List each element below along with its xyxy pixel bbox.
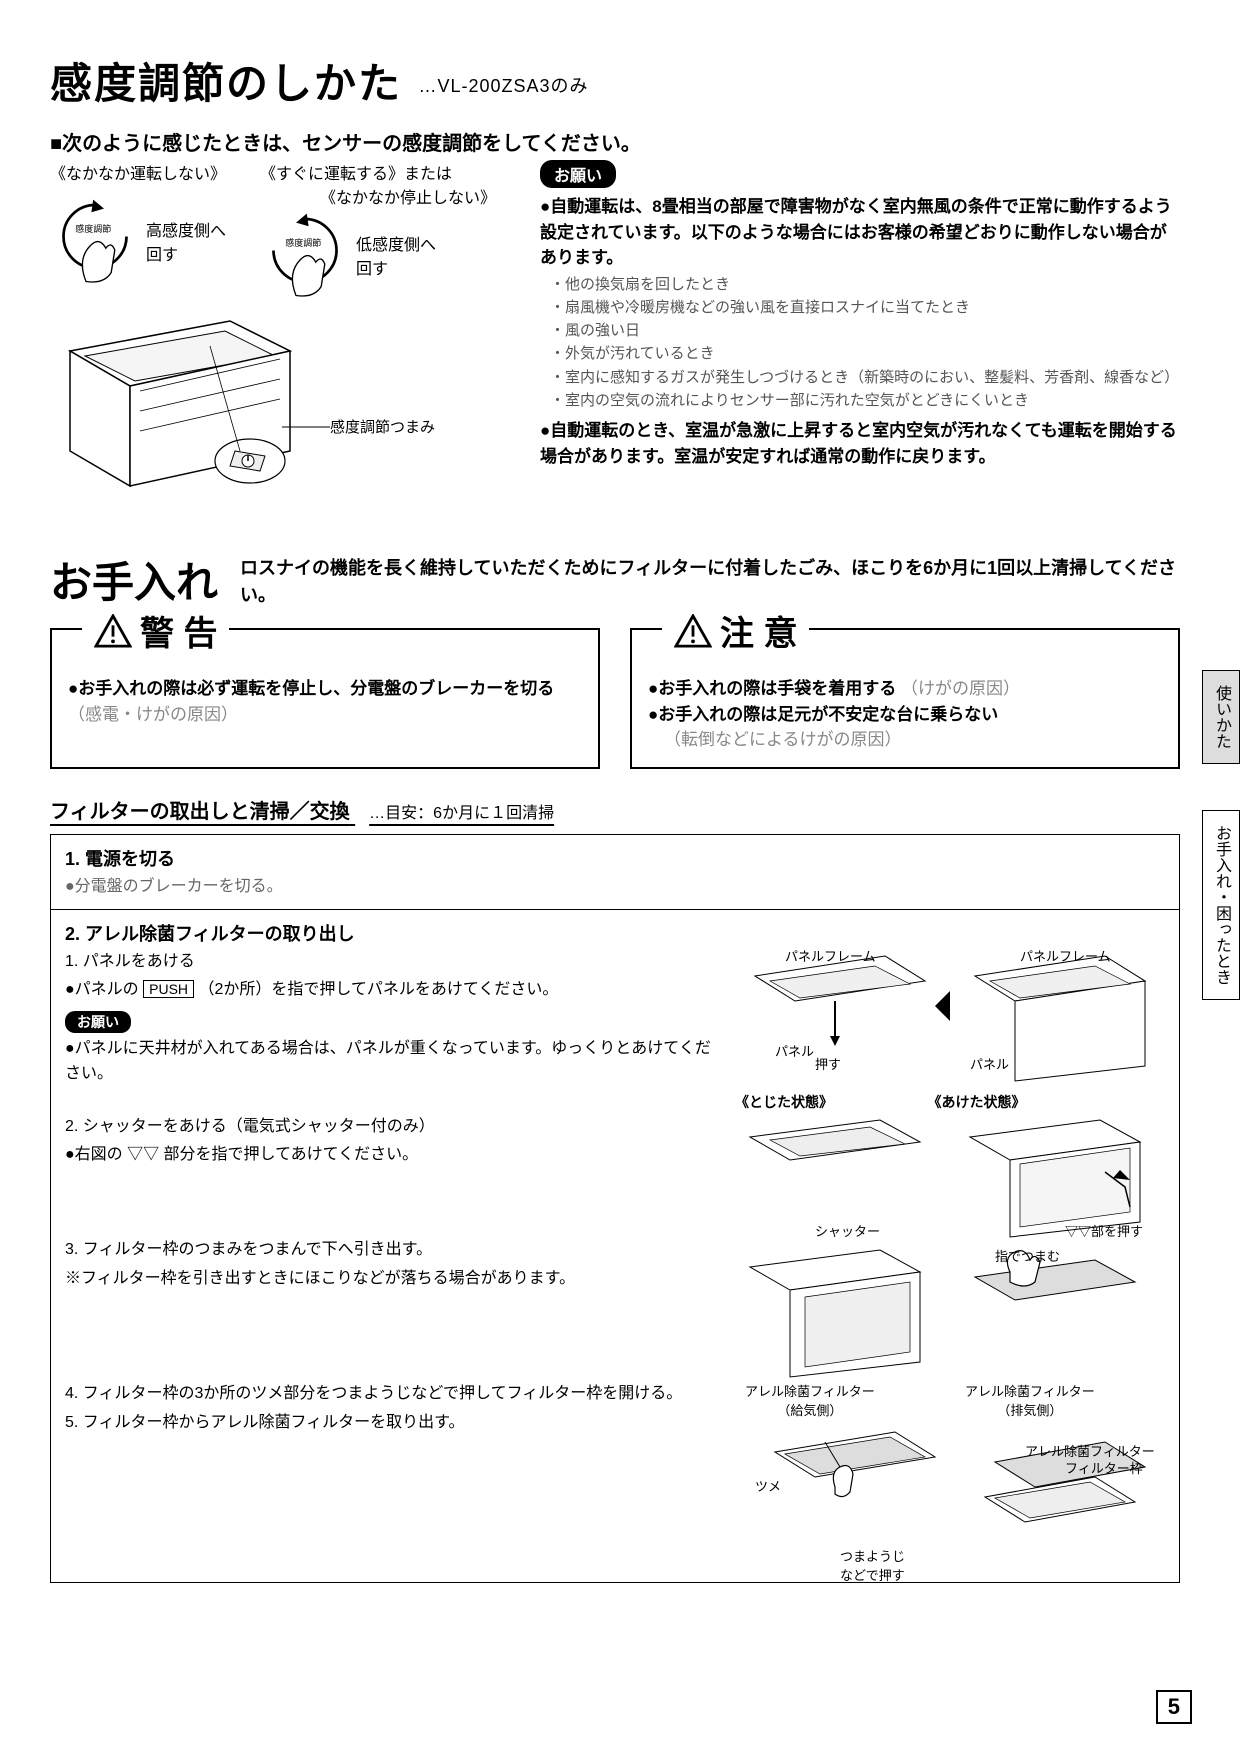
step2-s2: 2. シャッターをあける（電気式シャッター付のみ） xyxy=(65,1115,723,1140)
lbl-closed: 《とじた状態》 xyxy=(735,1094,833,1110)
section1-lead: 次のように感じたときは、センサーの感度調節をしてください。 xyxy=(50,127,1180,156)
lbl-filter-exhaust: アレル除菌フィルター （排気側） xyxy=(965,1381,1095,1419)
lbl-pinch: 指でつまむ xyxy=(995,1246,1060,1265)
caution2-bold: ●お手入れの際は足元が不安定な台に乗らない xyxy=(648,705,998,724)
svg-text:感度調節: 感度調節 xyxy=(285,237,321,248)
section2-title: お手入れ xyxy=(50,549,218,610)
filter-sub: …目安：6か月に１回清掃 xyxy=(369,805,554,822)
cond-b1: 《すぐに運転する》または xyxy=(260,160,510,184)
notice1-list-item: 室内に感知するガスが発生しつづけるとき（新築時のにおい、整髪料、芳香剤、線香など… xyxy=(550,366,1180,389)
notice1-list-item: 室内の空気の流れによりセンサー部に汚れた空気がとどきにくいとき xyxy=(550,389,1180,412)
diagram-panel-open xyxy=(735,946,1165,1086)
page-number: 5 xyxy=(1156,1690,1192,1724)
cond-a: 《なかなか運転しない》 xyxy=(50,160,260,184)
lbl-tab: ツメ xyxy=(755,1476,781,1495)
lbl-filter-supply: アレル除菌フィルター （給気側） xyxy=(745,1381,875,1419)
action-a: 高感度側へ 回す xyxy=(146,217,226,265)
device-diagram xyxy=(50,306,310,506)
step2-s4: 4. フィルター枠の3か所のツメ部分をつまようじなどで押してフィルター枠を開ける… xyxy=(65,1382,723,1407)
notice1-list: 他の換気扇を回したとき扇風機や冷暖房機などの強い風を直接ロスナイに当てたとき風の… xyxy=(540,273,1180,413)
lbl-panel2: パネル xyxy=(970,1054,1009,1073)
filter-head: フィルターの取出しと清掃／交換 xyxy=(50,801,350,823)
warn-gray: （感電・けがの原因） xyxy=(68,705,238,724)
notice1-list-item: 風の強い日 xyxy=(550,319,1180,342)
step2-s5: 5. フィルター枠からアレル除菌フィルターを取り出す。 xyxy=(65,1411,723,1436)
hand-cw-icon: 感度調節 xyxy=(260,210,350,300)
lbl-open: 《あけた状態》 xyxy=(927,1094,1025,1110)
lbl-press-part: ▽▽部を押す xyxy=(1065,1221,1143,1240)
notice1-list-item: 他の換気扇を回したとき xyxy=(550,273,1180,296)
hand-ccw-icon: 感度調節 xyxy=(50,196,140,286)
notice1-list-item: 扇風機や冷暖房機などの強い風を直接ロスナイに当てたとき xyxy=(550,296,1180,319)
caution1-bold: ●お手入れの際は手袋を着用する xyxy=(648,679,896,698)
cond-b2: 《なかなか停止しない》 xyxy=(260,184,510,208)
step1-title: 1. 電源を切る xyxy=(65,845,1165,871)
action-b: 低感度側へ 回す xyxy=(356,231,436,279)
step2-s1: 1. パネルをあける xyxy=(65,950,723,975)
section1-model: …VL-200ZSA3のみ xyxy=(418,72,588,98)
warning-icon xyxy=(94,614,132,648)
svg-text:感度調節: 感度調節 xyxy=(75,223,111,234)
lbl-toothpick: つまようじ などで押す xyxy=(840,1546,905,1584)
step2-pill-text: ●パネルに天井材が入れてある場合は、パネルが重くなっています。ゆっくりとあけてく… xyxy=(65,1037,723,1087)
lbl-panelframe2: パネルフレーム xyxy=(1020,946,1111,965)
section2-desc: ロスナイの機能を長く維持していただくためにフィルターに付着したごみ、ほこりを6か… xyxy=(240,549,1180,609)
notice1: ●自動運転は、8畳相当の部屋で障害物がなく室内無風の条件で正常に動作するよう設定… xyxy=(540,194,1180,271)
side-tab-usage[interactable]: 使いかた xyxy=(1202,670,1240,764)
lbl-shutter: シャッター xyxy=(815,1221,880,1240)
lbl-push: 押す xyxy=(815,1054,841,1073)
push-button-label: PUSH xyxy=(143,980,194,998)
notice-pill: お願い xyxy=(540,160,616,188)
notice1-list-item: 外気が汚れているとき xyxy=(550,342,1180,365)
caution-icon xyxy=(674,614,712,648)
diagram-filter-pull xyxy=(735,1242,1165,1392)
step2-pill: お願い xyxy=(65,1011,131,1033)
side-tab-maintenance[interactable]: お手入れ・困ったとき xyxy=(1202,810,1240,1000)
diagram-filter-frame xyxy=(735,1412,1165,1572)
step2-s3b: ※フィルター枠を引き出すときにほこりなどが落ちる場合があります。 xyxy=(65,1267,723,1292)
caution-head: 注 意 xyxy=(720,606,797,655)
step2-s3: 3. フィルター枠のつまみをつまんで下へ引き出す。 xyxy=(65,1238,723,1263)
warn-bold: ●お手入れの際は必ず運転を停止し、分電盤のブレーカーを切る xyxy=(68,679,554,698)
caution1-gray: （けがの原因） xyxy=(901,679,1020,698)
warn-head: 警 告 xyxy=(140,606,217,655)
notice2: ●自動運転のとき、室温が急激に上昇すると室内空気が汚れなくても運転を開始する場合… xyxy=(540,418,1180,469)
s1b-pre: ●パネルの xyxy=(65,981,139,998)
caution2-gray: （転倒などによるけがの原因） xyxy=(648,730,902,749)
lbl-panel1: パネル xyxy=(775,1041,814,1060)
s1b-post: （2か所）を指で押してパネルをあけてください。 xyxy=(198,981,558,998)
step1-body: ●分電盤のブレーカーを切る。 xyxy=(65,875,1165,899)
knob-label: 感度調節つまみ xyxy=(330,416,435,437)
lbl-frame: フィルター枠 xyxy=(1065,1458,1143,1477)
section1-title: 感度調節のしかた xyxy=(50,60,402,107)
step2-title: 2. アレル除菌フィルターの取り出し xyxy=(65,920,1165,946)
step2-s2b: ●右図の ▽▽ 部分を指で押してあけてください。 xyxy=(65,1143,723,1168)
lbl-panelframe1: パネルフレーム xyxy=(785,946,876,965)
